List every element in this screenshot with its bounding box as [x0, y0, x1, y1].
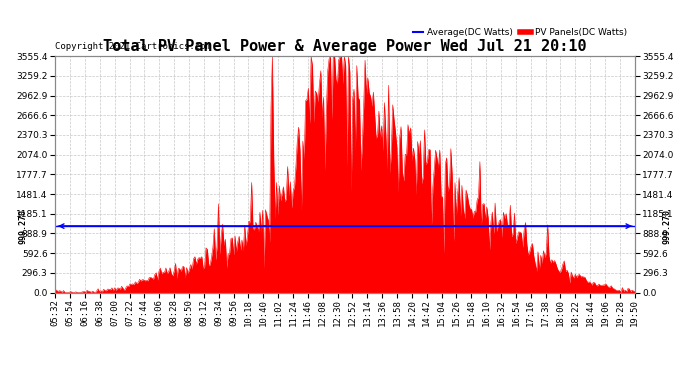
Text: 999.270: 999.270	[662, 209, 671, 244]
Text: Copyright 2021 Cartronics.com: Copyright 2021 Cartronics.com	[55, 42, 211, 51]
Title: Total PV Panel Power & Average Power Wed Jul 21 20:10: Total PV Panel Power & Average Power Wed…	[104, 39, 586, 54]
Legend: Average(DC Watts), PV Panels(DC Watts): Average(DC Watts), PV Panels(DC Watts)	[409, 24, 630, 40]
Text: 999.270: 999.270	[19, 209, 28, 244]
